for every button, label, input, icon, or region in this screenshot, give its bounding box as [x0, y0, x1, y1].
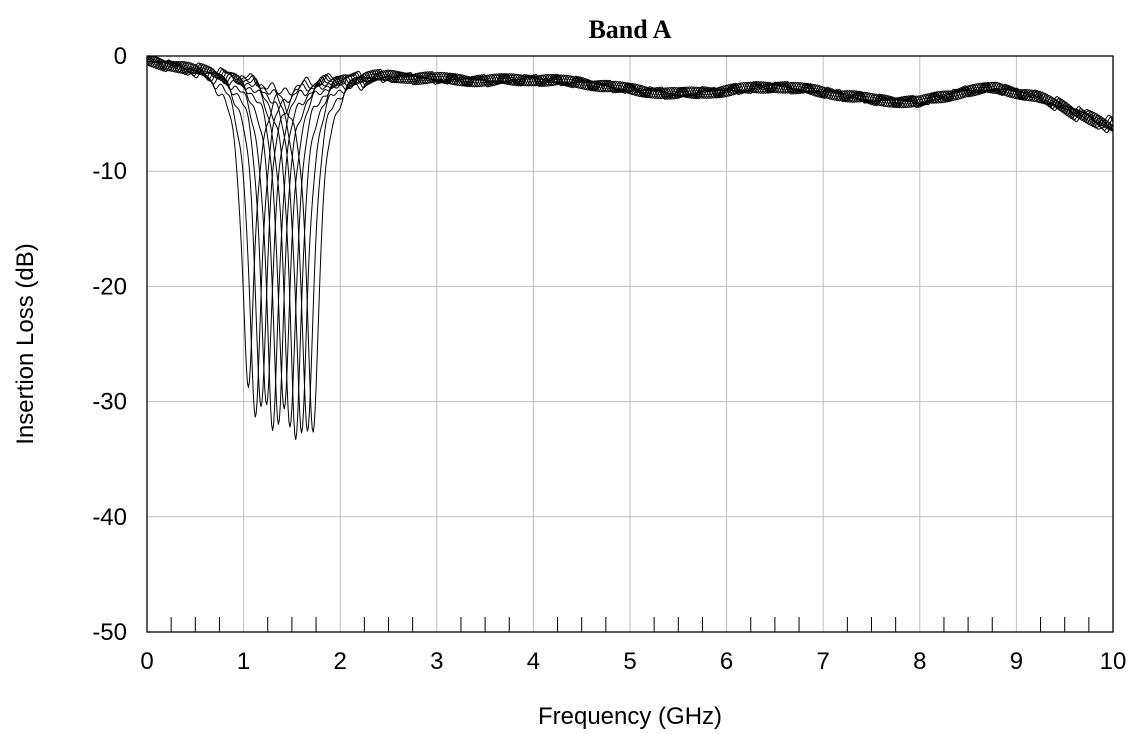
series-line-10: [146, 55, 1114, 434]
y-tick-label--10: -10: [92, 158, 127, 185]
x-tick-label-9: 9: [1010, 648, 1023, 675]
x-axis-label: Frequency (GHz): [538, 703, 722, 730]
y-axis-label: Insertion Loss (dB): [12, 243, 39, 444]
grid: [146, 55, 1114, 633]
y-tick-label--20: -20: [92, 273, 127, 300]
x-minor-ticks: [170, 617, 1090, 632]
x-tick-label-6: 6: [720, 648, 733, 675]
x-tick-label-2: 2: [334, 648, 347, 675]
series-line-12: [147, 55, 1114, 433]
x-tick-label-10: 10: [1100, 648, 1127, 675]
x-tick-label-5: 5: [623, 648, 636, 675]
y-tick-label--30: -30: [92, 389, 127, 416]
x-tick-label-8: 8: [913, 648, 926, 675]
y-tick-label--50: -50: [92, 619, 127, 646]
y-axis-tick-labels: 0 -10 -20 -30 -40 -50: [92, 43, 127, 646]
y-tick-label-0: 0: [114, 43, 127, 70]
x-tick-label-1: 1: [237, 648, 250, 675]
series-line-11: [146, 55, 1114, 432]
x-axis-tick-labels: 0 1 2 3 4 5 6 7 8 9 10: [140, 648, 1126, 675]
x-tick-label-3: 3: [430, 648, 443, 675]
y-tick-label--40: -40: [92, 504, 127, 531]
chart-title: Band A: [588, 15, 671, 44]
series-group: [146, 55, 1114, 441]
x-tick-label-4: 4: [527, 648, 540, 675]
plot-area-frame: [146, 55, 1114, 633]
x-tick-label-0: 0: [140, 648, 153, 675]
x-tick-label-7: 7: [817, 648, 830, 675]
